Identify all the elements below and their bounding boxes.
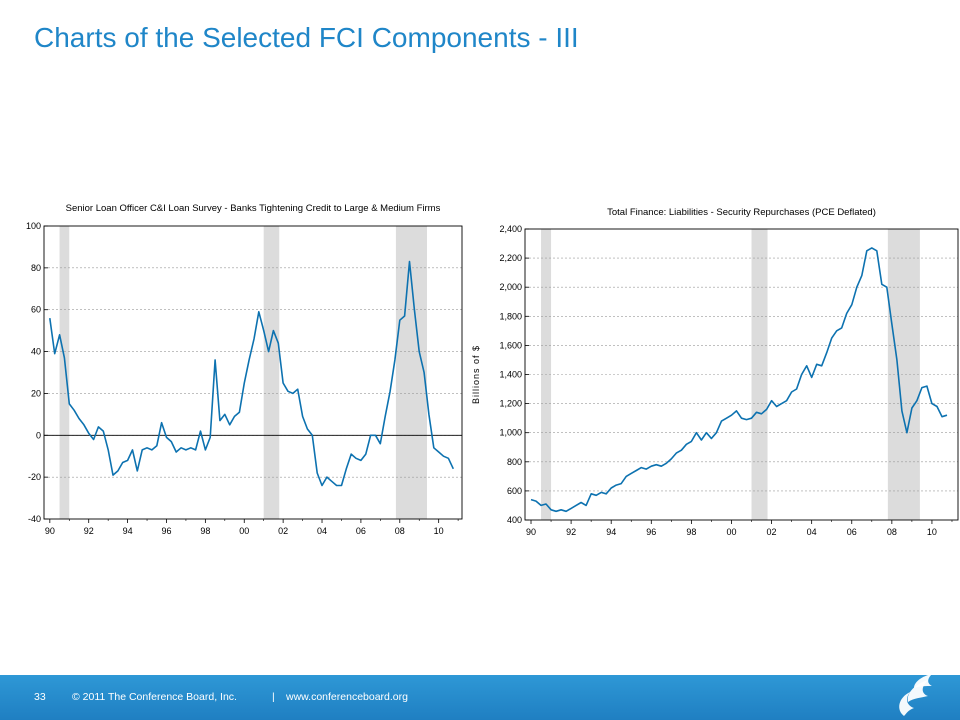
x-tick-label: 90: [45, 526, 55, 536]
y-tick-label: 1,800: [499, 311, 522, 321]
y-tick-label: 800: [507, 457, 522, 467]
y-tick-label: 1,200: [499, 399, 522, 409]
x-tick-label: 90: [526, 527, 536, 537]
y-tick-label: 60: [31, 305, 41, 315]
recession-band: [395, 226, 428, 519]
x-tick-label: 94: [606, 527, 616, 537]
x-tick-label: 98: [200, 526, 210, 536]
x-tick-label: 02: [278, 526, 288, 536]
y-tick-label: 2,200: [499, 253, 522, 263]
y-tick-label: 1,000: [499, 428, 522, 438]
y-tick-label: -40: [28, 514, 41, 524]
x-tick-label: 08: [887, 527, 897, 537]
y-tick-label: 2,400: [499, 224, 522, 234]
website-link[interactable]: www.conferenceboard.org: [286, 691, 408, 703]
y-tick-label: 40: [31, 347, 41, 357]
chart-title: Senior Loan Officer C&I Loan Survey - Ba…: [66, 203, 441, 214]
y-tick-label: 600: [507, 486, 522, 496]
chart-security-repurchases: 400 600 800 1,000 1,200 1,400 1,600 1,800 2,000 2…: [471, 207, 959, 537]
x-tick-label: 08: [395, 526, 405, 536]
page-number: 33: [34, 691, 46, 703]
recession-band: [263, 226, 280, 519]
recession-band: [887, 229, 920, 520]
footer-separator: |: [272, 691, 275, 703]
x-tick-label: 00: [239, 526, 249, 536]
x-tick-label: 92: [84, 526, 94, 536]
slide-title: Charts of the Selected FCI Components - …: [34, 22, 579, 53]
x-tick-label: 02: [767, 527, 777, 537]
y-tick-label: 100: [26, 221, 41, 231]
x-tick-label: 96: [161, 526, 171, 536]
recession-band: [59, 226, 70, 519]
y-tick-label: 0: [36, 430, 41, 440]
y-tick-label: -20: [28, 472, 41, 482]
series-line: [49, 260, 455, 487]
y-tick-label: 2,000: [499, 282, 522, 292]
x-tick-label: 06: [356, 526, 366, 536]
y-tick-label: 1,600: [499, 340, 522, 350]
x-tick-label: 98: [686, 527, 696, 537]
y-tick-label: 20: [31, 388, 41, 398]
copyright-text: © 2011 The Conference Board, Inc.: [72, 691, 237, 703]
x-tick-label: 10: [434, 526, 444, 536]
conference-board-flame-logo-icon: [899, 674, 932, 716]
x-tick-label: 92: [566, 527, 576, 537]
plot-frame: [524, 228, 959, 521]
x-tick-label: 06: [847, 527, 857, 537]
recession-band: [751, 229, 768, 520]
chart-loan-survey: -40 -20 0 20 40 60 80 100 90 92 94 96 98 00 02 04 06 08 10…: [26, 203, 463, 536]
x-tick-label: 96: [646, 527, 656, 537]
x-tick-label: 04: [807, 527, 817, 537]
y-tick-label: 80: [31, 263, 41, 273]
footer-bar: 33 © 2011 The Conference Board, Inc. | w…: [0, 675, 960, 720]
x-tick-label: 94: [123, 526, 133, 536]
y-tick-label: 400: [507, 515, 522, 525]
y-axis-label: Billions of $: [471, 345, 481, 404]
series-line: [530, 247, 948, 513]
chart-title: Total Finance: Liabilities - Security Re…: [607, 207, 876, 218]
plot-frame: [43, 225, 463, 520]
x-tick-label: 00: [726, 527, 736, 537]
x-tick-label: 04: [317, 526, 327, 536]
y-tick-label: 1,400: [499, 370, 522, 380]
x-tick-label: 10: [927, 527, 937, 537]
